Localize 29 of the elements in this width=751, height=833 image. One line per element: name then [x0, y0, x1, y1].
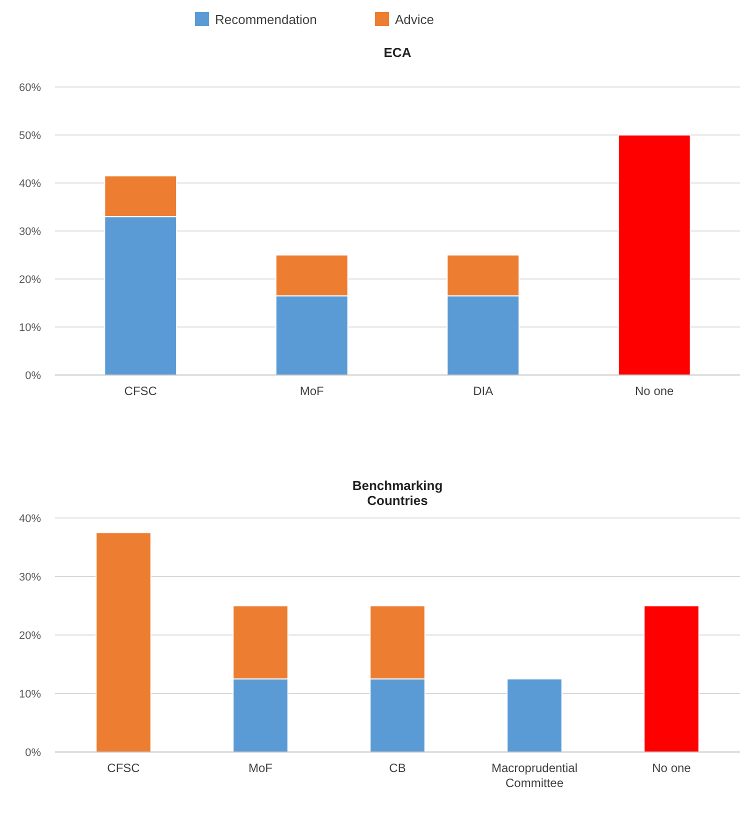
y-tick-label: 20% — [18, 630, 42, 642]
legend-label: Recommendation — [215, 12, 317, 27]
chart-title: Benchmarking Countries — [352, 478, 443, 508]
x-tick-label: No one — [635, 384, 674, 398]
bar — [96, 532, 152, 752]
x-tick-label: DIA — [473, 384, 494, 398]
chart-title: ECA — [384, 45, 412, 60]
y-tick-label: 20% — [18, 274, 42, 286]
x-tick-label: MoF — [248, 761, 272, 775]
y-tick-label: 0% — [25, 747, 42, 759]
x-tick-label: No one — [652, 761, 692, 775]
y-tick-label: 10% — [18, 322, 42, 334]
y-tick-label: 10% — [18, 688, 42, 700]
bar — [618, 134, 691, 376]
x-tick-label: CFSC — [124, 384, 158, 398]
y-tick-label: 0% — [25, 370, 42, 382]
legend-label: Advice — [395, 12, 434, 27]
y-tick-label: 40% — [18, 178, 42, 190]
y-tick-label: 40% — [18, 513, 42, 525]
x-tick-label: CB — [389, 761, 406, 775]
x-tick-label: MoF — [300, 384, 324, 398]
x-tick-label: Macroprudential Committee — [491, 761, 578, 790]
bar — [644, 605, 700, 752]
y-tick-label: 50% — [18, 130, 42, 142]
y-tick-label: 30% — [18, 226, 42, 238]
bar — [506, 678, 562, 752]
y-tick-label: 30% — [18, 572, 42, 584]
x-tick-label: CFSC — [107, 761, 140, 775]
y-tick-label: 60% — [18, 82, 42, 94]
